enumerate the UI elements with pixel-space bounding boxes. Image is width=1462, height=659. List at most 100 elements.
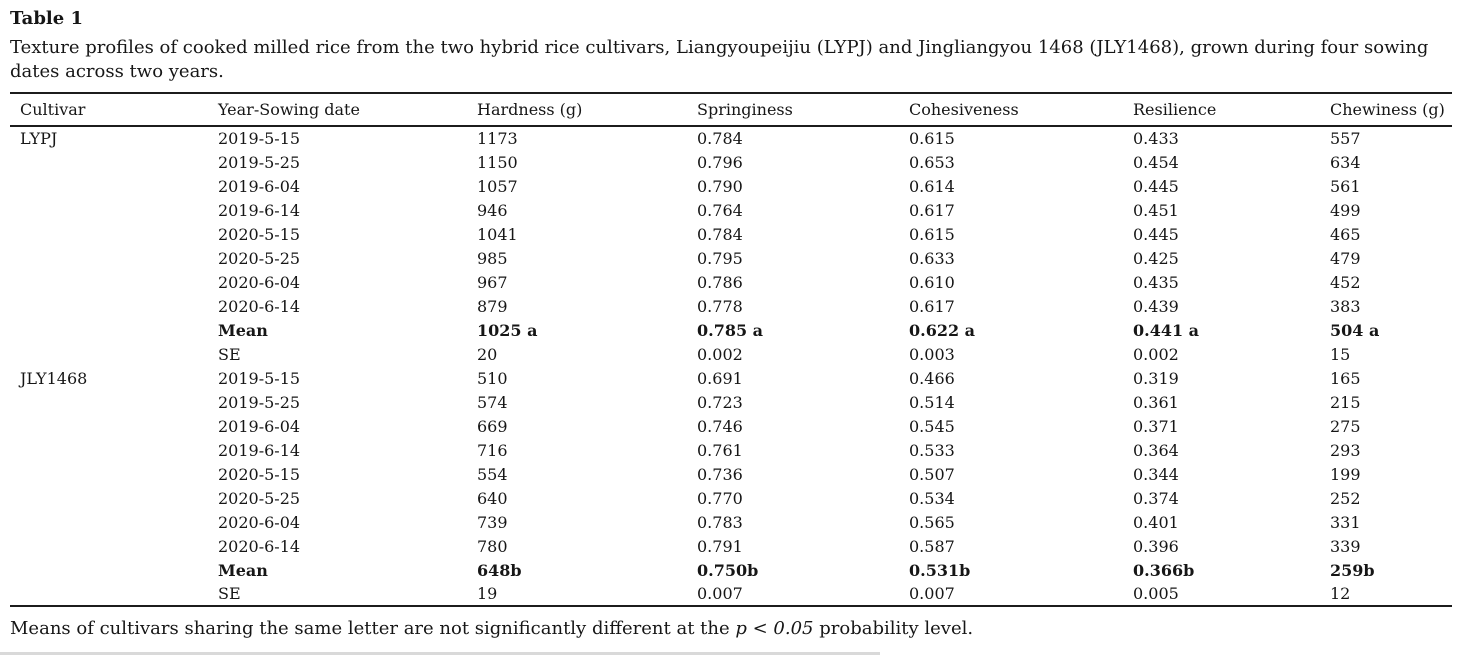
cell-cohesiveness: 0.545 [909, 416, 955, 436]
cell-chewiness: 275 [1330, 416, 1361, 436]
cell-springiness: 0.770 [697, 488, 743, 508]
cell-chewiness: 479 [1330, 248, 1361, 268]
cell-chewiness: 259b [1330, 560, 1375, 580]
cell-hardness: 1057 [477, 176, 518, 196]
cell-cohesiveness: 0.003 [909, 344, 955, 364]
cell-cohesiveness: 0.615 [909, 129, 955, 148]
cell-hardness: 669 [477, 416, 508, 436]
cell-year-sowing-date: Mean [218, 320, 268, 340]
cell-chewiness: 452 [1330, 272, 1361, 292]
cell-cultivar: JLY1468 [20, 368, 88, 388]
cell-chewiness: 339 [1330, 536, 1361, 556]
cell-cohesiveness: 0.466 [909, 368, 955, 388]
cell-resilience: 0.425 [1133, 248, 1179, 268]
table-caption: Texture profiles of cooked milled rice f… [10, 37, 1429, 82]
cell-springiness: 0.783 [697, 512, 743, 532]
cell-resilience: 0.451 [1133, 200, 1179, 220]
cell-cultivar [10, 582, 218, 606]
cell-hardness: 1025 a [477, 320, 538, 340]
cell-springiness: 0.785 a [697, 320, 764, 340]
table-row: 2020-5-25 985 0.795 0.633 0.425 479 [10, 246, 1452, 270]
cell-year-sowing-date: 2020-5-15 [218, 464, 301, 484]
cell-year-sowing-date: 2020-6-14 [218, 296, 301, 316]
cell-resilience: 0.433 [1133, 129, 1179, 148]
footnote-text-post: probability level. [813, 618, 974, 639]
cell-cultivar: LYPJ [20, 129, 58, 148]
table-row: 2020-5-25 640 0.770 0.534 0.374 252 [10, 486, 1452, 510]
cell-resilience: 0.002 [1133, 344, 1179, 364]
table-body: LYPJ 2019-5-15 1173 0.784 0.615 0.433 557 2019-… [10, 126, 1452, 606]
cell-chewiness: 331 [1330, 512, 1361, 532]
cell-cultivar [10, 558, 218, 582]
cell-resilience: 0.445 [1133, 224, 1179, 244]
cell-year-sowing-date: 2019-5-25 [218, 392, 301, 412]
cell-hardness: 780 [477, 536, 508, 556]
cell-springiness: 0.750b [697, 560, 759, 580]
cell-resilience: 0.439 [1133, 296, 1179, 316]
cell-cultivar [10, 198, 218, 222]
table-row: 2019-6-04 669 0.746 0.545 0.371 275 [10, 414, 1452, 438]
cell-chewiness: 215 [1330, 392, 1361, 412]
table-row: 2019-6-14 946 0.764 0.617 0.451 499 [10, 198, 1452, 222]
cell-year-sowing-date: Mean [218, 560, 268, 580]
cell-springiness: 0.790 [697, 176, 743, 196]
cell-cultivar [10, 294, 218, 318]
col-header-resilience: Resilience [1133, 93, 1330, 127]
cell-cohesiveness: 0.622 a [909, 320, 976, 340]
cell-year-sowing-date: 2020-6-04 [218, 512, 301, 532]
cell-year-sowing-date: 2020-5-25 [218, 488, 301, 508]
cell-year-sowing-date: 2020-5-15 [218, 224, 301, 244]
cell-chewiness: 499 [1330, 200, 1361, 220]
cell-springiness: 0.764 [697, 200, 743, 220]
cell-hardness: 19 [477, 584, 498, 603]
cell-year-sowing-date: 2019-6-14 [218, 200, 301, 220]
cell-hardness: 20 [477, 344, 498, 364]
cell-hardness: 1041 [477, 224, 518, 244]
table-header: Cultivar Year-Sowing date Hardness (g) S… [10, 93, 1452, 127]
col-header-cultivar: Cultivar [10, 93, 218, 127]
cell-year-sowing-date: 2019-6-04 [218, 416, 301, 436]
cell-cultivar [10, 534, 218, 558]
cell-springiness: 0.791 [697, 536, 743, 556]
cell-year-sowing-date: 2020-6-04 [218, 272, 301, 292]
cell-springiness: 0.746 [697, 416, 743, 436]
col-header-springiness: Springiness [697, 93, 909, 127]
cell-chewiness: 165 [1330, 368, 1361, 388]
cell-resilience: 0.344 [1133, 464, 1179, 484]
cell-cultivar [10, 318, 218, 342]
cell-resilience: 0.366b [1133, 560, 1195, 580]
cell-springiness: 0.002 [697, 344, 743, 364]
table-row: Mean 648b 0.750b 0.531b 0.366b 259b [10, 558, 1452, 582]
cell-cohesiveness: 0.633 [909, 248, 955, 268]
cell-springiness: 0.736 [697, 464, 743, 484]
cell-hardness: 640 [477, 488, 508, 508]
table-row: 2019-6-14 716 0.761 0.533 0.364 293 [10, 438, 1452, 462]
footnote-text-pre: Means of cultivars sharing the same lett… [10, 618, 736, 639]
cell-springiness: 0.784 [697, 129, 743, 148]
cell-hardness: 739 [477, 512, 508, 532]
cell-springiness: 0.761 [697, 440, 743, 460]
cell-resilience: 0.371 [1133, 416, 1179, 436]
cell-chewiness: 504 a [1330, 320, 1380, 340]
cell-resilience: 0.364 [1133, 440, 1179, 460]
cell-resilience: 0.005 [1133, 584, 1179, 603]
table-row: 2020-6-14 879 0.778 0.617 0.439 383 [10, 294, 1452, 318]
cell-cultivar [10, 438, 218, 462]
cell-resilience: 0.445 [1133, 176, 1179, 196]
footnote-p-value: p < 0.05 [735, 618, 814, 639]
table-row: 2019-5-25 1150 0.796 0.653 0.454 634 [10, 150, 1452, 174]
cell-chewiness: 465 [1330, 224, 1361, 244]
cell-cohesiveness: 0.534 [909, 488, 955, 508]
cell-resilience: 0.361 [1133, 392, 1179, 412]
col-header-chewiness: Chewiness (g) [1330, 93, 1452, 127]
cell-cohesiveness: 0.565 [909, 512, 955, 532]
cell-hardness: 967 [477, 272, 508, 292]
cell-year-sowing-date: 2019-5-25 [218, 152, 301, 172]
cell-cohesiveness: 0.514 [909, 392, 955, 412]
table-title: Table 1 [10, 8, 84, 29]
cell-springiness: 0.723 [697, 392, 743, 412]
cell-hardness: 985 [477, 248, 508, 268]
table-row: JLY1468 2019-5-15 510 0.691 0.466 0.319 165 [10, 366, 1452, 390]
paper-page: Table 1 Texture profiles of cooked mille… [10, 8, 1452, 639]
table-row: 2020-5-15 554 0.736 0.507 0.344 199 [10, 462, 1452, 486]
